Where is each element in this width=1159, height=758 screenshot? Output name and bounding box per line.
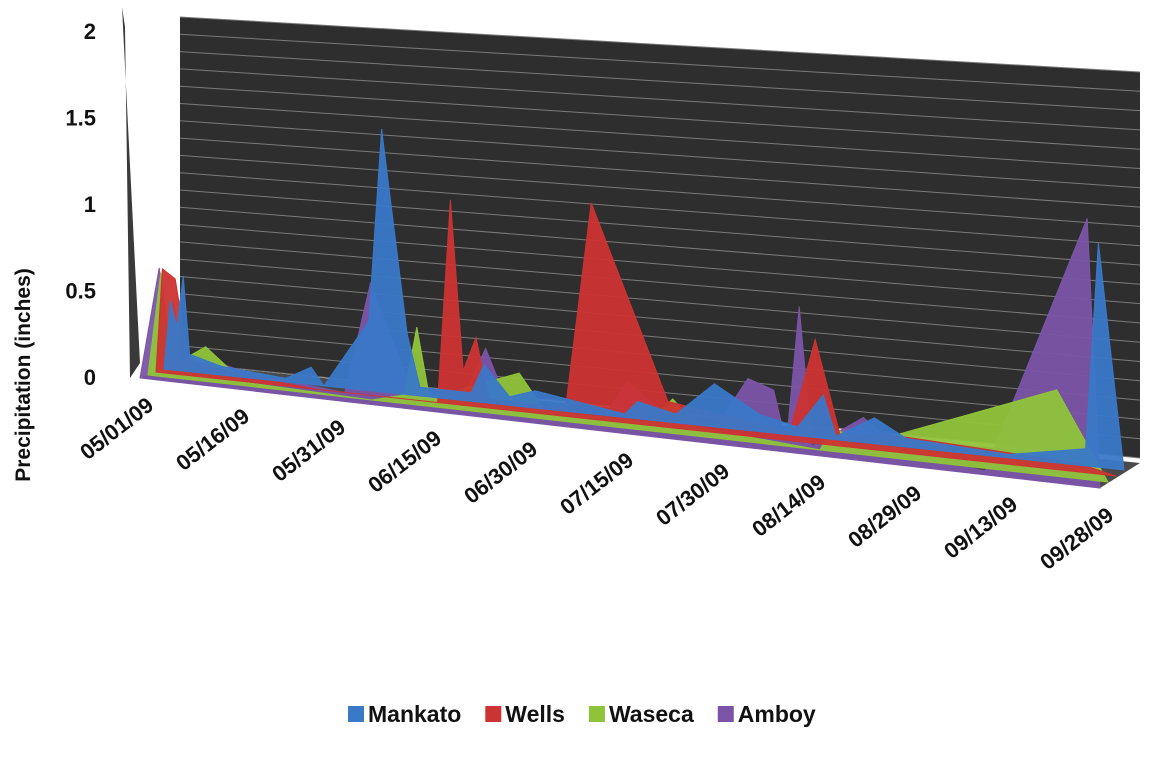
y-tick-label: 1.5 bbox=[65, 106, 96, 131]
legend-label-amboy: Amboy bbox=[738, 701, 816, 727]
gridline bbox=[179, 154, 1141, 227]
gridline bbox=[179, 16, 1141, 73]
x-tick-label: 09/13/09 bbox=[939, 491, 1022, 563]
gridline bbox=[179, 120, 1141, 189]
x-tick-label: 05/16/09 bbox=[171, 403, 254, 475]
series-layer bbox=[139, 128, 1125, 489]
x-tick-label: 08/29/09 bbox=[843, 480, 926, 552]
gridline bbox=[179, 206, 1141, 285]
x-tick-label: 08/14/09 bbox=[747, 469, 830, 541]
x-tick-label: 06/30/09 bbox=[459, 436, 542, 508]
legend-label-mankato: Mankato bbox=[368, 701, 461, 727]
y-axis-title: Precipitation (inches) bbox=[12, 268, 35, 482]
gridline bbox=[179, 33, 1141, 92]
area-series-mankato bbox=[163, 128, 1125, 471]
legend-swatch-wells bbox=[485, 706, 502, 722]
legend-swatch-mankato bbox=[348, 706, 364, 722]
gridline bbox=[179, 51, 1141, 112]
side-wall bbox=[122, 7, 140, 378]
y-tick-label: 2 bbox=[84, 19, 96, 44]
x-tick-label: 09/28/09 bbox=[1035, 502, 1118, 574]
y-axis-ticks: 0 0.5 1 1.5 2 bbox=[65, 19, 96, 390]
gridline bbox=[179, 293, 1141, 382]
gridline bbox=[179, 241, 1141, 324]
legend-label-wells: Wells bbox=[505, 701, 565, 727]
legend-swatch-waseca bbox=[588, 706, 605, 722]
gridline bbox=[179, 327, 1141, 420]
gridline bbox=[179, 258, 1141, 343]
gridline bbox=[179, 85, 1141, 150]
legend: Mankato Wells Waseca Amboy bbox=[348, 701, 816, 727]
gridline bbox=[179, 137, 1141, 208]
gridline bbox=[179, 310, 1141, 401]
y-tick-label: 0 bbox=[84, 365, 96, 390]
x-tick-label: 06/15/09 bbox=[363, 425, 446, 497]
gridline bbox=[179, 172, 1141, 247]
y-tick-label: 0.5 bbox=[65, 279, 96, 304]
x-tick-label: 07/30/09 bbox=[651, 458, 734, 530]
legend-swatch-amboy bbox=[717, 706, 734, 722]
gridline bbox=[179, 224, 1141, 305]
y-tick-label: 1 bbox=[84, 192, 96, 217]
gridline bbox=[179, 68, 1141, 131]
x-tick-label: 05/31/09 bbox=[267, 414, 350, 486]
x-tick-label: 07/15/09 bbox=[555, 447, 638, 519]
gridline bbox=[179, 276, 1141, 362]
legend-label-waseca: Waseca bbox=[609, 701, 694, 727]
gridline bbox=[179, 189, 1141, 266]
gridline bbox=[179, 103, 1141, 169]
x-tick-label: 05/01/09 bbox=[75, 392, 158, 464]
